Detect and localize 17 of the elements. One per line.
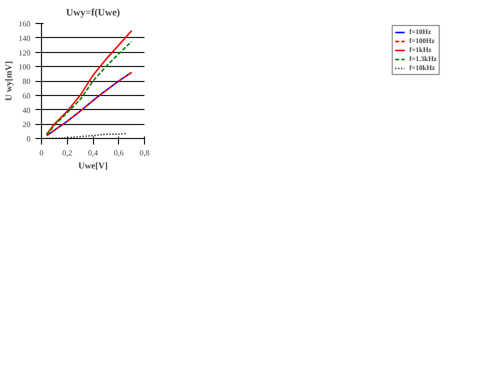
x-tick-label: 0,8 (140, 148, 150, 158)
x-tick-label: 0,6 (114, 148, 124, 158)
y-tick-label: 80 (22, 77, 30, 86)
x-tick-label: 0,2 (62, 148, 72, 158)
y-tick-label: 40 (22, 106, 30, 115)
x-tick-label: 0,4 (88, 148, 98, 158)
y-tick-label: 20 (22, 120, 30, 130)
y-tick-label: 100 (18, 62, 30, 72)
y-tick-label: 120 (18, 48, 30, 58)
y-tick-label: 0 (26, 134, 30, 144)
y-tick-label: 160 (18, 20, 30, 28)
x-tick-label: 0 (40, 148, 44, 158)
chart-title: Uwy=f(Uwe) (66, 8, 120, 18)
x-axis-title: Uwe[V] (78, 160, 108, 170)
y-tick-label: 60 (22, 91, 30, 100)
y-tick-label: 140 (18, 34, 30, 43)
y-axis-title: U wy[mV] (4, 61, 14, 101)
